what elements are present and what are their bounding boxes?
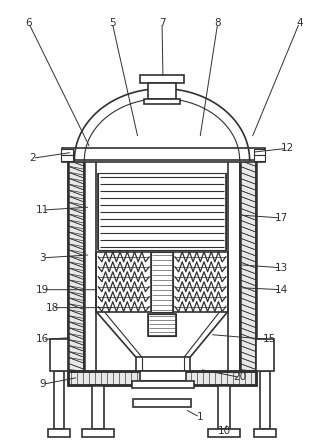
Bar: [254, 155, 265, 161]
Text: 12: 12: [281, 144, 294, 153]
Text: 11: 11: [36, 205, 49, 215]
Bar: [240, 160, 256, 371]
Bar: [254, 429, 276, 437]
Bar: [92, 385, 104, 429]
Text: 9: 9: [39, 379, 46, 389]
Text: 8: 8: [215, 18, 221, 28]
Text: 5: 5: [109, 18, 115, 28]
Bar: [62, 148, 265, 162]
Text: 16: 16: [36, 334, 49, 345]
Text: 18: 18: [46, 303, 59, 313]
Bar: [68, 160, 84, 371]
Text: 20: 20: [233, 372, 246, 382]
Bar: [68, 371, 256, 385]
Text: 3: 3: [39, 253, 46, 263]
Bar: [218, 385, 230, 429]
Text: 19: 19: [36, 285, 49, 295]
Bar: [61, 149, 73, 155]
Bar: [140, 371, 186, 381]
Text: 6: 6: [25, 18, 32, 28]
Bar: [240, 160, 256, 371]
Bar: [148, 314, 176, 335]
Text: 17: 17: [275, 213, 288, 223]
Bar: [136, 358, 190, 371]
Bar: [68, 371, 256, 385]
Bar: [68, 160, 84, 371]
Bar: [140, 74, 184, 82]
Bar: [50, 339, 68, 371]
Bar: [96, 252, 228, 311]
Bar: [48, 429, 70, 437]
Bar: [151, 252, 173, 311]
Bar: [132, 381, 194, 388]
Text: 1: 1: [197, 412, 203, 422]
Text: 15: 15: [263, 334, 276, 345]
Bar: [148, 82, 176, 98]
Bar: [260, 371, 269, 429]
Text: 13: 13: [275, 263, 288, 273]
Bar: [254, 149, 265, 155]
Text: 4: 4: [296, 18, 303, 28]
Text: 2: 2: [29, 153, 36, 163]
Bar: [82, 429, 114, 437]
Bar: [61, 155, 73, 161]
Bar: [133, 399, 191, 407]
Text: 10: 10: [218, 426, 231, 436]
Bar: [256, 339, 273, 371]
Text: 7: 7: [159, 18, 165, 28]
Bar: [208, 429, 240, 437]
Bar: [144, 98, 180, 105]
Text: 14: 14: [275, 285, 288, 295]
Bar: [98, 173, 226, 250]
Bar: [55, 371, 64, 429]
Bar: [148, 314, 176, 335]
